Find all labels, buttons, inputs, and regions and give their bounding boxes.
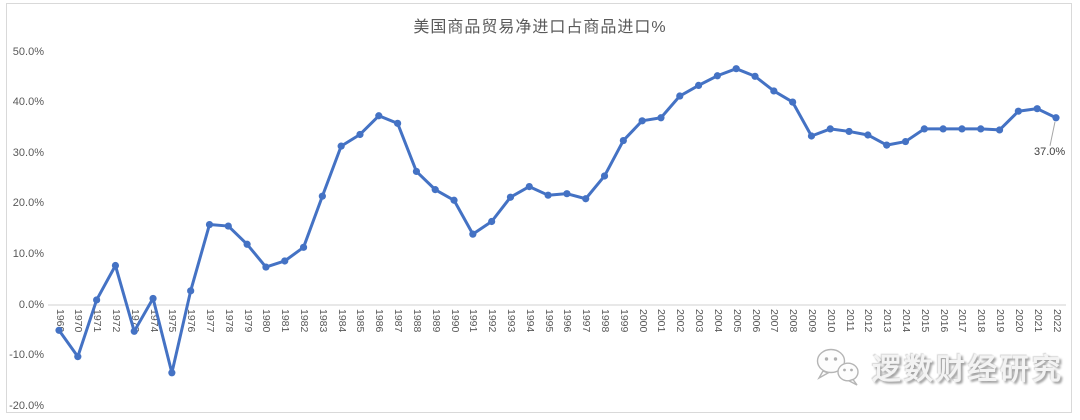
data-point-marker <box>1052 114 1060 122</box>
data-point-marker <box>469 230 477 238</box>
data-point-marker <box>130 327 138 335</box>
data-point-marker <box>676 92 684 100</box>
data-point-marker <box>958 125 966 133</box>
data-point-marker <box>995 126 1004 134</box>
data-point-marker <box>845 127 853 136</box>
data-point-marker <box>450 196 458 204</box>
data-point-marker <box>243 240 251 248</box>
data-point-marker <box>638 117 646 125</box>
data-point-marker <box>506 193 515 201</box>
chart-frame <box>6 3 1072 413</box>
data-point-marker <box>394 119 402 127</box>
chart-title: 美国商品贸易净进口占商品进口% <box>413 19 667 36</box>
data-point-marker <box>826 125 834 133</box>
data-point-marker <box>281 257 289 265</box>
y-axis-tick-label: 40.0% <box>12 96 44 109</box>
last-point-data-label: 37.0% <box>1034 146 1066 158</box>
data-point-marker <box>864 131 872 139</box>
data-point-marker <box>187 287 195 295</box>
data-point-marker <box>883 141 891 149</box>
y-axis-tick-label: -10.0% <box>9 349 44 362</box>
data-point-marker <box>751 72 759 80</box>
data-point-marker <box>262 263 270 271</box>
watermark: 逻数财经研究 <box>814 346 1064 388</box>
data-point-marker <box>93 296 101 304</box>
watermark-text: 逻数财经研究 <box>871 354 1064 386</box>
data-point-marker <box>657 114 665 122</box>
data-point-marker <box>431 186 439 194</box>
data-point-marker <box>168 369 176 377</box>
data-label-leader-line <box>1049 121 1056 146</box>
data-point-marker <box>694 81 703 89</box>
data-point-marker <box>789 98 797 106</box>
data-point-marker <box>939 125 947 133</box>
data-point-marker <box>563 190 571 198</box>
y-axis-tick-label: 50.0% <box>12 45 44 58</box>
y-axis-tick-label: 30.0% <box>12 146 44 159</box>
data-point-marker <box>412 167 421 176</box>
trend-line <box>57 67 1058 375</box>
data-point-marker <box>488 217 496 226</box>
data-point-marker <box>619 136 627 145</box>
data-point-marker <box>977 125 985 133</box>
data-point-marker <box>713 72 721 80</box>
data-point-marker <box>1033 105 1041 113</box>
data-point-marker <box>205 220 214 229</box>
data-point-marker <box>525 182 533 191</box>
data-point-marker <box>600 172 609 180</box>
data-point-marker <box>582 195 590 203</box>
data-point-marker <box>920 125 928 133</box>
data-point-marker <box>807 132 816 140</box>
data-point-marker <box>74 353 82 361</box>
data-point-marker <box>1014 107 1022 115</box>
data-point-marker <box>375 112 383 120</box>
wechat-chat-bubbles-icon <box>816 348 859 386</box>
y-axis-tick-label: -20.0% <box>9 399 44 412</box>
data-point-marker <box>149 294 157 303</box>
y-axis-tick-label: 10.0% <box>12 247 44 260</box>
data-point-marker <box>356 130 364 139</box>
y-axis-tick-label: 20.0% <box>12 197 44 210</box>
data-point-marker <box>544 191 552 199</box>
data-point-marker <box>337 142 345 150</box>
data-point-marker <box>318 192 326 200</box>
data-point-marker <box>299 243 308 251</box>
data-point-marker <box>55 326 63 334</box>
y-axis-tick-label: 0.0% <box>18 298 44 311</box>
data-point-marker <box>901 137 910 146</box>
data-point-marker <box>224 222 232 230</box>
data-point-marker <box>732 65 740 73</box>
data-point-marker <box>770 87 778 95</box>
data-point-marker <box>111 261 120 270</box>
